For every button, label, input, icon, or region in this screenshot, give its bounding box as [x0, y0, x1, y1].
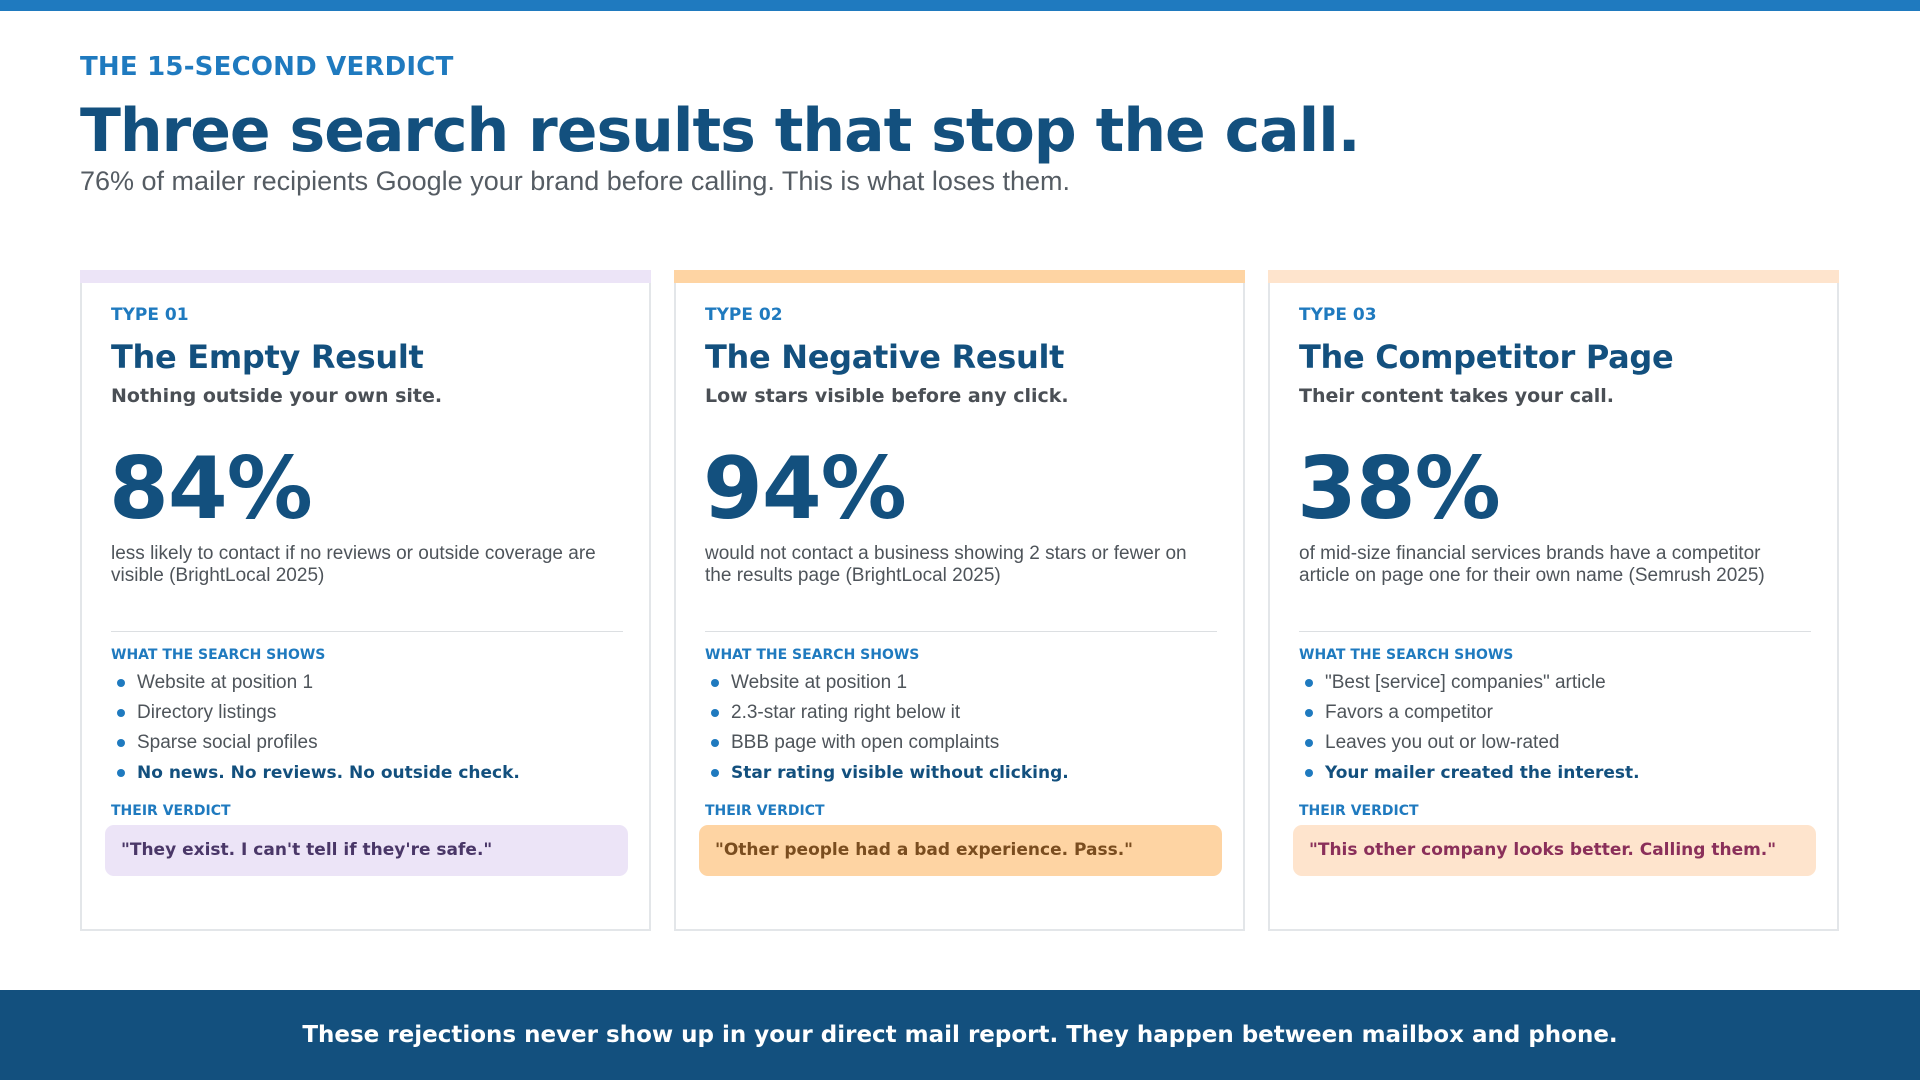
page-subtitle: 76% of mailer recipients Google your bra… — [80, 166, 1070, 196]
card-type-label: TYPE 02 — [705, 305, 783, 325]
list-item-emphasis: No news. No reviews. No outside check. — [111, 758, 623, 788]
card-accent-bar — [1268, 270, 1839, 283]
bullet-dot-icon — [1305, 709, 1313, 717]
card-stat-description: would not contact a business showing 2 s… — [705, 543, 1187, 586]
card-stat: 38% — [1297, 439, 1501, 539]
footer-banner: These rejections never show up in your d… — [0, 990, 1920, 1080]
search-shows-list: "Best [service] companies" article Favor… — [1299, 668, 1811, 788]
divider — [111, 631, 623, 632]
card-empty-result: TYPE 01 The Empty Result Nothing outside… — [80, 270, 651, 931]
bullet-dot-icon — [117, 739, 125, 747]
list-item-text: Your mailer created the interest. — [1325, 763, 1640, 783]
bullet-dot-icon — [117, 709, 125, 717]
list-item-text: Website at position 1 — [137, 672, 314, 693]
list-item: Leaves you out or low-rated — [1299, 728, 1811, 758]
bullet-dot-icon — [1305, 739, 1313, 747]
list-item: "Best [service] companies" article — [1299, 668, 1811, 698]
bullet-dot-icon — [1305, 769, 1313, 777]
card-subtitle: Their content takes your call. — [1299, 385, 1615, 407]
bullet-dot-icon — [711, 739, 719, 747]
verdict-label: THEIR VERDICT — [705, 803, 825, 819]
list-item-text: No news. No reviews. No outside check. — [137, 763, 520, 783]
bullet-dot-icon — [1305, 679, 1313, 687]
search-shows-label: WHAT THE SEARCH SHOWS — [1299, 647, 1514, 663]
card-type-label: TYPE 01 — [111, 305, 189, 325]
list-item-text: "Best [service] companies" article — [1325, 672, 1606, 693]
list-item-text: Directory listings — [137, 702, 277, 723]
list-item: BBB page with open complaints — [705, 728, 1217, 758]
list-item-text: Star rating visible without clicking. — [731, 763, 1069, 783]
search-shows-list: Website at position 1 Directory listings… — [111, 668, 623, 788]
card-title: The Negative Result — [705, 338, 1065, 376]
card-title: The Competitor Page — [1299, 338, 1674, 376]
eyebrow-label: THE 15-SECOND VERDICT — [80, 52, 454, 82]
card-negative-result: TYPE 02 The Negative Result Low stars vi… — [674, 270, 1245, 931]
footer-text: These rejections never show up in your d… — [302, 1022, 1618, 1048]
page-title: Three search results that stop the call. — [80, 96, 1361, 166]
list-item: 2.3-star rating right below it — [705, 698, 1217, 728]
divider — [1299, 631, 1811, 632]
card-subtitle: Low stars visible before any click. — [705, 385, 1069, 407]
card-stat-description: of mid-size financial services brands ha… — [1299, 543, 1765, 586]
search-shows-label: WHAT THE SEARCH SHOWS — [111, 647, 326, 663]
bullet-dot-icon — [711, 709, 719, 717]
list-item-text: Website at position 1 — [731, 672, 908, 693]
list-item: Directory listings — [111, 698, 623, 728]
card-accent-bar — [674, 270, 1245, 283]
list-item: Website at position 1 — [111, 668, 623, 698]
list-item-text: Leaves you out or low-rated — [1325, 732, 1560, 753]
verdict-label: THEIR VERDICT — [111, 803, 231, 819]
list-item: Sparse social profiles — [111, 728, 623, 758]
card-type-label: TYPE 03 — [1299, 305, 1377, 325]
list-item-text: 2.3-star rating right below it — [731, 702, 961, 723]
search-shows-list: Website at position 1 2.3-star rating ri… — [705, 668, 1217, 788]
bullet-dot-icon — [711, 769, 719, 777]
card-subtitle: Nothing outside your own site. — [111, 385, 443, 407]
list-item-text: BBB page with open complaints — [731, 732, 1000, 753]
verdict-quote: "They exist. I can't tell if they're saf… — [105, 825, 628, 876]
top-accent-bar — [0, 0, 1920, 11]
card-stat-description: less likely to contact if no reviews or … — [111, 543, 596, 586]
card-stat: 84% — [109, 439, 313, 539]
card-title: The Empty Result — [111, 338, 424, 376]
verdict-quote: "Other people had a bad experience. Pass… — [699, 825, 1222, 876]
verdict-label: THEIR VERDICT — [1299, 803, 1419, 819]
list-item-emphasis: Your mailer created the interest. — [1299, 758, 1811, 788]
list-item: Favors a competitor — [1299, 698, 1811, 728]
card-stat: 94% — [703, 439, 907, 539]
bullet-dot-icon — [117, 679, 125, 687]
list-item: Website at position 1 — [705, 668, 1217, 698]
search-shows-label: WHAT THE SEARCH SHOWS — [705, 647, 920, 663]
card-competitor-page: TYPE 03 The Competitor Page Their conten… — [1268, 270, 1839, 931]
list-item-text: Favors a competitor — [1325, 702, 1493, 723]
bullet-dot-icon — [117, 769, 125, 777]
list-item-emphasis: Star rating visible without clicking. — [705, 758, 1217, 788]
bullet-dot-icon — [711, 679, 719, 687]
list-item-text: Sparse social profiles — [137, 732, 318, 753]
divider — [705, 631, 1217, 632]
card-accent-bar — [80, 270, 651, 283]
verdict-quote: "This other company looks better. Callin… — [1293, 825, 1816, 876]
